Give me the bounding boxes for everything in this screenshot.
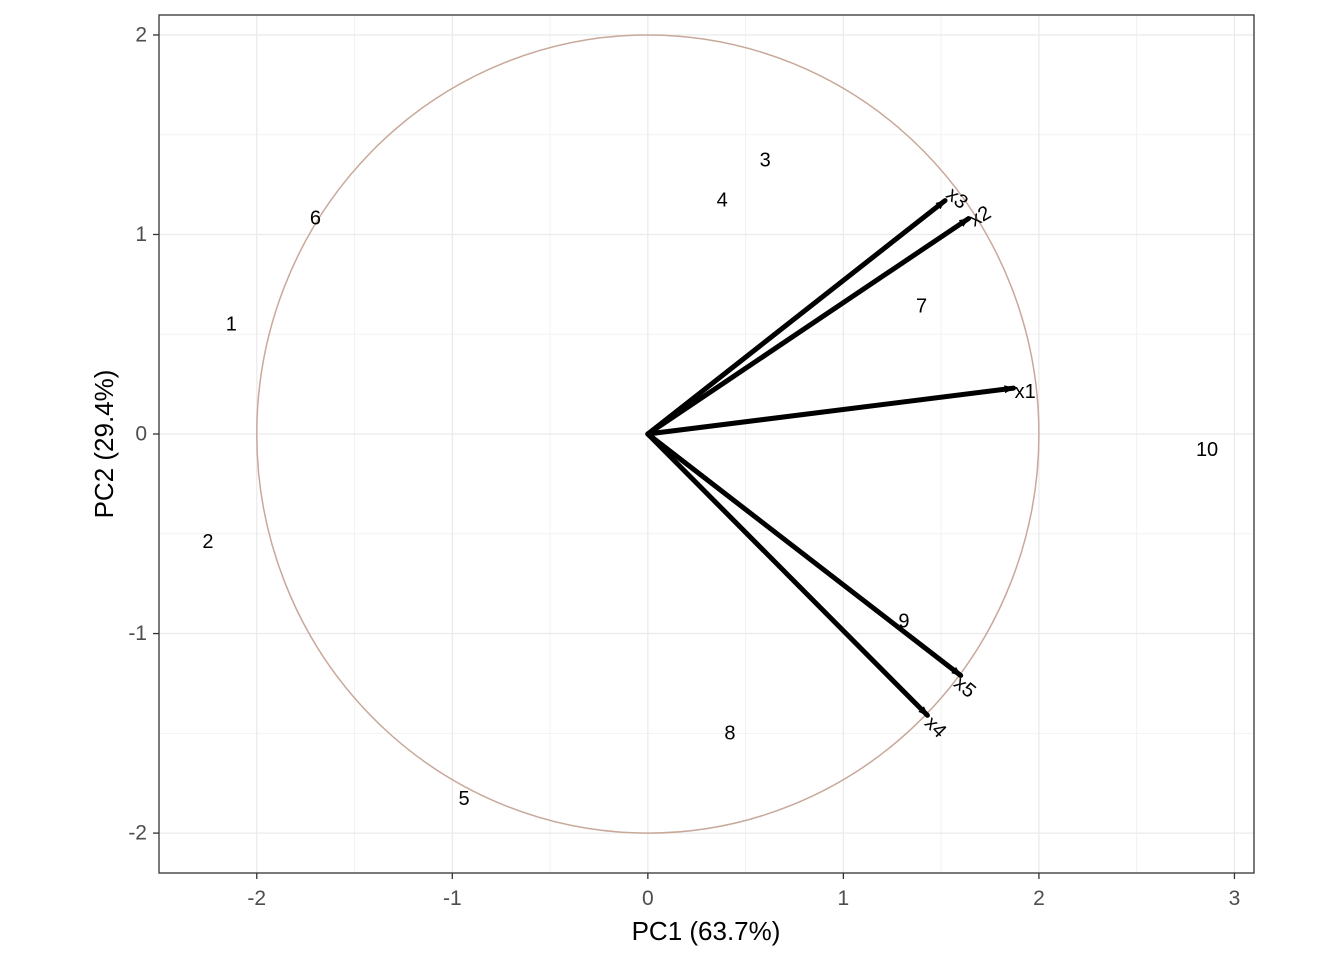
correlation-circle [256, 34, 1040, 834]
loading-arrow-x3 [645, 198, 948, 437]
y-tick-label: 2 [135, 23, 147, 46]
y-axis-title: PC2 (29.4%) [89, 370, 119, 519]
plot-panel-border [158, 14, 1255, 874]
loading-arrow-x1 [645, 385, 1016, 437]
loading-arrow-x5 [645, 431, 964, 678]
observation-label-1: 1 [226, 313, 237, 335]
x-tick-label: 0 [642, 887, 654, 910]
observation-labels: 1 2 3 4 5 6 7 8 9 10 [202, 150, 1218, 811]
x-tick-label: 3 [1229, 887, 1241, 910]
x-axis: -2 -1 0 1 2 3 [247, 873, 1240, 910]
y-tick-label: 1 [135, 223, 147, 246]
x-tick-label: 2 [1033, 887, 1045, 910]
x-axis-title: PC1 (63.7%) [632, 916, 781, 946]
observation-label-9: 9 [898, 611, 909, 633]
observation-label-4: 4 [717, 190, 728, 212]
observation-label-3: 3 [760, 150, 771, 172]
variable-label-x1: x1 [1015, 381, 1036, 403]
correlation-circle-layer [256, 34, 1040, 834]
observation-label-5: 5 [458, 788, 469, 810]
observation-label-2: 2 [202, 531, 213, 553]
x-tick-label: -2 [247, 887, 266, 910]
x-tick-label: 1 [838, 887, 850, 910]
observation-label-10: 10 [1196, 439, 1218, 461]
plot-panel-background [159, 15, 1254, 873]
loading-arrow-x2 [645, 216, 972, 437]
y-axis: -2 -1 0 1 2 [128, 23, 159, 845]
y-tick-label: -1 [128, 622, 147, 645]
y-tick-label: -2 [128, 822, 147, 845]
x-tick-label: -1 [443, 887, 462, 910]
observation-label-6: 6 [310, 208, 321, 230]
loading-arrow-x4 [645, 431, 930, 718]
observation-label-7: 7 [916, 295, 927, 317]
observation-label-8: 8 [724, 722, 735, 744]
y-tick-label: 0 [135, 423, 147, 446]
loading-arrows [645, 198, 1016, 718]
